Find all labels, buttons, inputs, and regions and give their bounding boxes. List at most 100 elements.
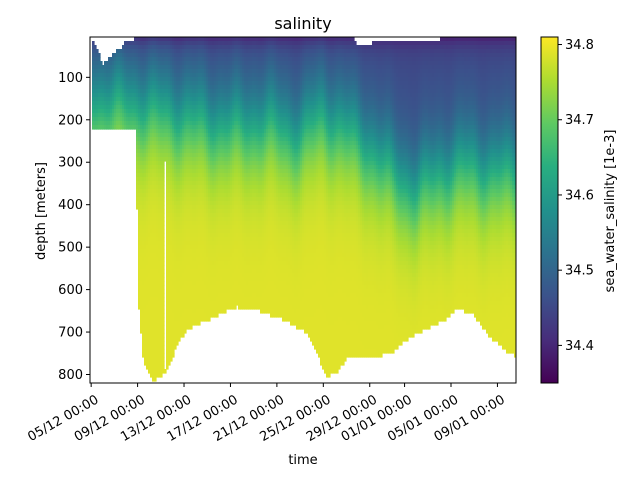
heatmap-cell	[202, 61, 205, 66]
heatmap-cell	[170, 165, 173, 170]
heatmap-cell	[200, 141, 203, 146]
heatmap-cell	[144, 49, 147, 54]
heatmap-cell	[198, 109, 201, 114]
heatmap-cell	[174, 289, 177, 294]
heatmap-cell	[210, 45, 213, 50]
heatmap-cell	[144, 57, 147, 62]
heatmap-cell	[138, 97, 141, 102]
heatmap-cell	[150, 249, 153, 254]
heatmap-cell	[128, 65, 131, 70]
heatmap-cell	[230, 237, 233, 242]
heatmap-cell	[258, 269, 261, 274]
heatmap-cell	[136, 121, 139, 126]
heatmap-cell	[212, 241, 215, 246]
heatmap-cell	[174, 173, 177, 178]
heatmap-cell	[118, 73, 121, 78]
heatmap-cell	[102, 113, 105, 118]
heatmap-cell	[222, 265, 225, 270]
heatmap-cell	[186, 277, 189, 282]
heatmap-cell	[176, 305, 179, 310]
heatmap-cell	[96, 61, 99, 66]
heatmap-cell	[154, 357, 157, 362]
heatmap-cell	[148, 81, 151, 86]
heatmap-cell	[160, 277, 163, 282]
heatmap-cell	[134, 69, 137, 74]
heatmap-cell	[114, 73, 117, 78]
heatmap-cell	[198, 81, 201, 86]
heatmap-cell	[168, 81, 171, 86]
heatmap-cell	[206, 233, 209, 238]
heatmap-cell	[202, 289, 205, 294]
heatmap-cell	[158, 189, 161, 194]
heatmap-cell	[110, 97, 113, 102]
heatmap-cell	[146, 305, 149, 310]
heatmap-cell	[110, 109, 113, 114]
heatmap-cell	[210, 237, 213, 242]
heatmap-cell	[204, 313, 207, 318]
heatmap-cell	[150, 129, 153, 134]
heatmap-cell	[236, 97, 239, 102]
heatmap-cell	[232, 289, 235, 294]
heatmap-cell	[228, 165, 231, 170]
heatmap-cell	[252, 137, 255, 142]
heatmap-cell	[108, 113, 111, 118]
heatmap-cell	[242, 189, 245, 194]
heatmap-cell	[204, 217, 207, 222]
heatmap-cell	[216, 77, 219, 82]
heatmap-cell	[254, 181, 257, 186]
heatmap-cell	[250, 301, 253, 306]
heatmap-cell	[178, 53, 181, 58]
heatmap-cell	[246, 41, 249, 46]
heatmap-cell	[156, 273, 159, 278]
heatmap-cell	[232, 293, 235, 298]
heatmap-cell	[208, 53, 211, 58]
heatmap-cell	[200, 241, 203, 246]
heatmap-cell	[172, 269, 175, 274]
heatmap-cell	[252, 253, 255, 258]
heatmap-cell	[244, 161, 247, 166]
heatmap-cell	[260, 37, 263, 42]
heatmap-cell	[160, 173, 163, 178]
heatmap-cell	[190, 145, 193, 150]
heatmap-cell	[164, 113, 167, 118]
heatmap-cell	[170, 265, 173, 270]
heatmap-cell	[238, 285, 241, 290]
heatmap-cell	[118, 57, 121, 62]
heatmap-cell	[162, 61, 165, 66]
heatmap-cell	[140, 109, 143, 114]
heatmap-cell	[240, 269, 243, 274]
heatmap-cell	[138, 49, 141, 54]
heatmap-cell	[194, 125, 197, 130]
heatmap-cell	[222, 305, 225, 310]
heatmap-cell	[134, 97, 137, 102]
heatmap-cell	[250, 197, 253, 202]
heatmap-cell	[208, 61, 211, 66]
heatmap-cell	[220, 57, 223, 62]
heatmap-cell	[210, 217, 213, 222]
heatmap-cell	[232, 153, 235, 158]
heatmap-cell	[240, 245, 243, 250]
heatmap-cell	[238, 301, 241, 306]
heatmap-cell	[154, 285, 157, 290]
heatmap-cell	[144, 245, 147, 250]
heatmap-cell	[256, 237, 259, 242]
heatmap-cell	[106, 121, 109, 126]
heatmap-cell	[256, 81, 259, 86]
heatmap-cell	[246, 37, 249, 42]
heatmap-cell	[254, 289, 257, 294]
heatmap-cell	[136, 53, 139, 58]
heatmap-cell	[190, 257, 193, 262]
heatmap-cell	[138, 69, 141, 74]
heatmap-cell	[138, 73, 141, 78]
heatmap-cell	[182, 73, 185, 78]
heatmap-cell	[252, 93, 255, 98]
heatmap-cell	[160, 185, 163, 190]
heatmap-cell	[126, 49, 129, 54]
heatmap-cell	[194, 157, 197, 162]
heatmap-cell	[214, 61, 217, 66]
heatmap-cell	[104, 81, 107, 86]
heatmap-cell	[252, 185, 255, 190]
heatmap-cell	[150, 257, 153, 262]
heatmap-cell	[162, 257, 165, 262]
heatmap-cell	[206, 169, 209, 174]
